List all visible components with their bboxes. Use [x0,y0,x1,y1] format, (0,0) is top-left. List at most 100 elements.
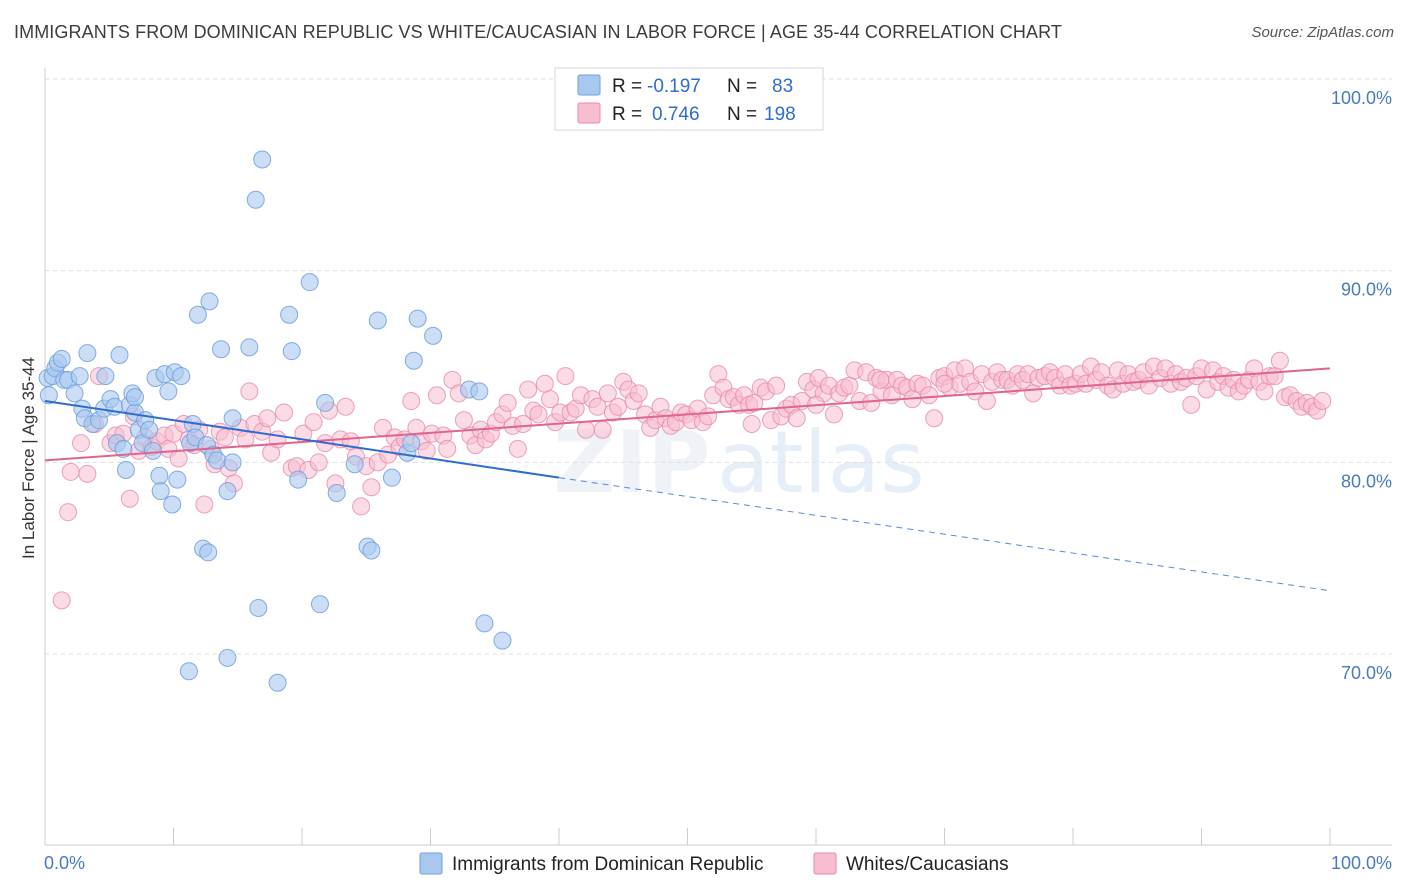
data-point-white-caucasian [352,497,371,516]
data-point-white-caucasian [78,464,97,483]
data-point-white-caucasian [1182,395,1201,414]
data-point-white-caucasian [514,415,533,433]
data-point-white-caucasian [519,380,538,399]
data-point-dominican-immigrant [362,541,381,560]
chart-source: Source: ZipAtlas.com [1251,24,1394,41]
data-point-dominican-immigrant [223,409,242,428]
data-point-white-caucasian [215,428,234,447]
data-point-dominican-immigrant [159,382,178,401]
data-point-white-caucasian [336,397,355,416]
data-point-white-caucasian [362,478,381,497]
legend-r-value-2: 0.746 [652,104,700,125]
data-point-white-caucasian [1265,367,1284,386]
legend-n-value-2: 198 [764,104,796,125]
x-axis-ticks [44,828,1331,845]
data-point-white-caucasian [71,434,90,453]
data-point-white-caucasian [862,393,881,412]
data-point-dominican-immigrant [246,190,265,209]
data-point-white-caucasian [629,384,648,403]
data-point-dominican-immigrant [253,150,272,169]
data-point-dominican-immigrant [116,461,135,479]
data-point-dominican-immigrant [316,393,335,412]
data-point-dominican-immigrant [125,388,144,407]
data-point-white-caucasian [977,392,996,410]
data-point-dominican-immigrant [110,346,129,364]
data-point-dominican-immigrant [404,351,423,370]
data-point-white-caucasian [498,393,517,412]
data-point-dominican-immigrant [382,468,401,487]
data-point-dominican-immigrant [96,367,115,386]
data-point-dominican-immigrant [78,344,97,363]
data-point-white-caucasian [1024,384,1043,403]
data-point-white-caucasian [925,409,944,428]
data-point-white-caucasian [61,462,80,481]
data-point-white-caucasian [402,392,421,410]
data-point-white-caucasian [508,439,527,458]
data-point-dominican-immigrant [249,599,268,617]
data-point-dominican-immigrant [240,338,259,357]
data-point-dominican-immigrant [327,484,346,502]
trend-line-dominican-immigrant-extension [558,477,1331,592]
data-point-white-caucasian [1313,392,1332,410]
data-point-white-caucasian [871,370,890,389]
data-point-dominican-immigrant [143,441,162,460]
data-point-white-caucasian [529,405,548,424]
y-tick-label: 80.0% [1341,471,1392,491]
data-point-dominican-immigrant [408,309,427,328]
data-point-white-caucasian [195,495,214,514]
data-point-white-caucasian [609,397,628,416]
data-point-white-caucasian [699,407,718,426]
y-tick-label: 70.0% [1341,663,1392,683]
data-point-dominican-immigrant [199,543,218,562]
data-point-white-caucasian [593,420,612,439]
trend-lines [44,367,1331,592]
data-point-dominican-immigrant [223,453,242,472]
chart-title: IMMIGRANTS FROM DOMINICAN REPUBLIC VS WH… [14,22,1062,42]
data-point-dominican-immigrant [475,614,494,633]
series-legend-swatch-pink [813,852,837,875]
data-point-white-caucasian [240,382,259,401]
legend-n-label-2: N = [727,104,757,125]
data-point-dominican-immigrant [168,470,187,489]
data-point-dominican-immigrant [172,367,191,386]
legend-swatch-blue [577,74,601,96]
data-point-white-caucasian [1255,382,1274,401]
data-point-white-caucasian [556,367,575,386]
data-point-dominican-immigrant [52,349,71,368]
data-point-dominican-immigrant [140,420,159,439]
data-point-dominican-immigrant [402,434,421,453]
data-point-white-caucasian [787,409,806,428]
data-point-white-caucasian [52,591,71,610]
legend-n-value-1: 83 [772,76,793,97]
y-axis-title: In Labor Force | Age 35-44 [19,357,38,559]
legend-r-value-1: -0.197 [647,76,701,97]
data-point-white-caucasian [304,413,323,432]
data-point-dominican-immigrant [218,648,237,667]
data-point-dominican-immigrant [300,273,319,292]
series-legend: Immigrants from Dominican Republic White… [419,852,1009,875]
data-point-white-caucasian [169,449,188,468]
data-point-dominican-immigrant [424,326,443,345]
data-point-white-caucasian [1270,351,1289,370]
data-point-dominican-immigrant [310,595,329,614]
data-point-white-caucasian [417,441,436,460]
watermark-zip: ZIP [553,413,710,513]
data-point-dominican-immigrant [70,367,89,386]
data-point-dominican-immigrant [212,340,231,359]
legend-n-label-1: N = [727,76,757,97]
data-point-white-caucasian [745,393,764,412]
data-point-white-caucasian [966,382,985,401]
data-point-dominican-immigrant [218,482,237,501]
data-point-dominican-immigrant [493,631,512,650]
data-point-white-caucasian [541,390,560,409]
data-point-dominican-immigrant [368,311,387,330]
data-point-white-caucasian [840,376,859,395]
data-point-dominican-immigrant [208,451,227,470]
data-point-white-caucasian [120,489,139,508]
data-point-white-caucasian [275,403,294,422]
data-point-white-caucasian [935,374,954,393]
data-point-white-caucasian [59,503,78,522]
data-point-dominican-immigrant [114,439,133,458]
legend-r-label-1: R = [612,76,642,97]
